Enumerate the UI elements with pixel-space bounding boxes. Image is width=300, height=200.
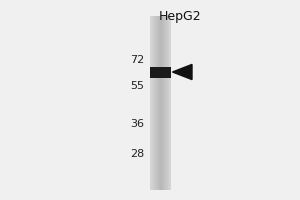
Bar [160, 16, 161, 190]
Polygon shape [172, 64, 192, 80]
Text: 55: 55 [130, 81, 144, 91]
Bar [152, 16, 153, 190]
Bar [163, 16, 164, 190]
Bar [168, 16, 169, 190]
Bar [159, 16, 160, 190]
Bar [165, 16, 166, 190]
Bar [169, 16, 170, 190]
Bar [157, 16, 158, 190]
Bar [150, 66, 171, 77]
Bar [164, 16, 165, 190]
Bar [151, 16, 152, 190]
Bar [154, 16, 155, 190]
Bar [156, 16, 157, 190]
Text: 28: 28 [130, 149, 144, 159]
Bar [150, 16, 151, 190]
Text: HepG2: HepG2 [159, 10, 201, 23]
Text: 72: 72 [130, 55, 144, 65]
Bar [155, 16, 156, 190]
Text: 36: 36 [130, 119, 144, 129]
Bar [158, 16, 159, 190]
Bar [161, 16, 162, 190]
Bar [162, 16, 163, 190]
Bar [167, 16, 168, 190]
Bar [153, 16, 154, 190]
Bar [170, 16, 171, 190]
Bar [166, 16, 167, 190]
